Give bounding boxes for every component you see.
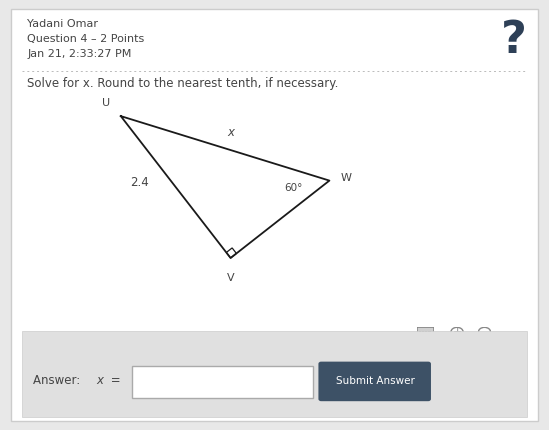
Text: ?: ?: [500, 19, 526, 62]
Text: 2.4: 2.4: [131, 176, 149, 189]
Text: U: U: [102, 98, 110, 108]
Bar: [422, 334, 424, 336]
Text: +: +: [452, 327, 462, 337]
Text: Jan 21, 2:33:27 PM: Jan 21, 2:33:27 PM: [27, 49, 132, 59]
Bar: [418, 334, 421, 336]
Text: =: =: [107, 374, 121, 387]
Text: –: –: [481, 327, 488, 337]
Text: Solve for x. Round to the nearest tenth, if necessary.: Solve for x. Round to the nearest tenth,…: [27, 77, 339, 90]
Bar: [428, 334, 431, 336]
Bar: [428, 331, 431, 333]
Text: Answer:: Answer:: [33, 374, 88, 387]
Bar: [425, 334, 428, 336]
Text: V: V: [227, 273, 234, 283]
Text: x: x: [96, 374, 103, 387]
Text: W: W: [340, 173, 351, 184]
Text: Question 4 – 2 Points: Question 4 – 2 Points: [27, 34, 145, 44]
Text: Submit Answer: Submit Answer: [335, 376, 414, 387]
Bar: [422, 331, 424, 333]
Bar: [425, 331, 428, 333]
Text: Yadani Omar: Yadani Omar: [27, 19, 98, 29]
Bar: [418, 331, 421, 333]
FancyBboxPatch shape: [417, 327, 434, 337]
Text: 60°: 60°: [284, 183, 303, 194]
Text: x: x: [227, 126, 234, 139]
